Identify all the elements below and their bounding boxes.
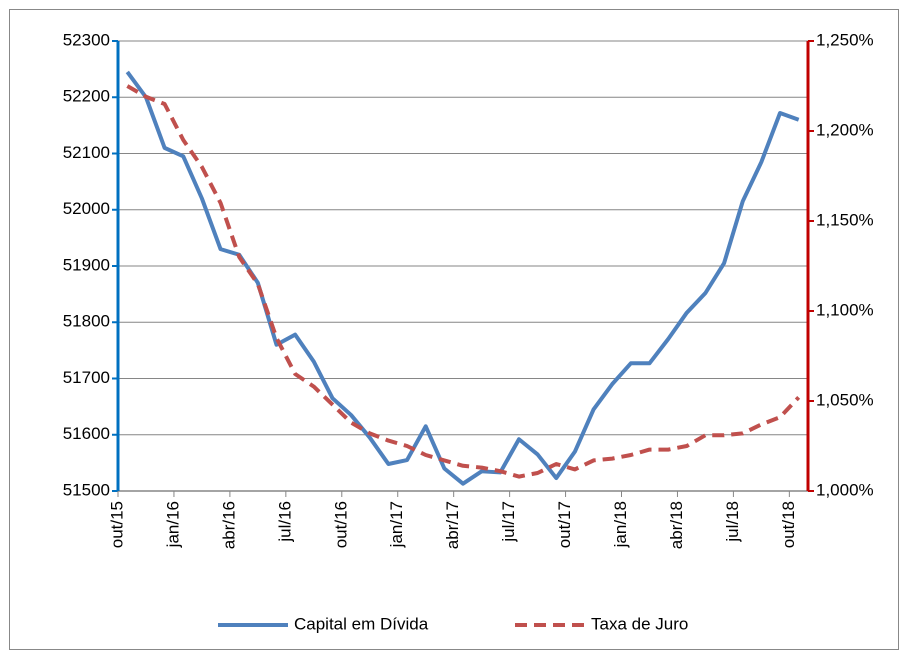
y-tick-label: 51800 bbox=[63, 312, 110, 331]
y2-tick-label: 1,200% bbox=[816, 120, 874, 139]
x-tick-label: abr/16 bbox=[219, 501, 238, 549]
x-tick-label: jul/18 bbox=[723, 501, 742, 543]
y-tick-label: 52100 bbox=[63, 143, 110, 162]
y2-tick-label: 1,100% bbox=[816, 300, 874, 319]
x-tick-label: jan/16 bbox=[163, 501, 182, 548]
y-tick-label: 51600 bbox=[63, 424, 110, 443]
legend-label: Capital em Dívida bbox=[294, 614, 429, 633]
x-tick-label: jan/18 bbox=[611, 501, 630, 548]
x-tick-label: jan/17 bbox=[387, 501, 406, 548]
y-tick-label: 52000 bbox=[63, 199, 110, 218]
y2-tick-label: 1,000% bbox=[816, 480, 874, 499]
x-tick-label: jul/17 bbox=[499, 501, 518, 543]
y-tick-label: 52200 bbox=[63, 87, 110, 106]
chart-border bbox=[9, 9, 899, 650]
x-tick-label: out/15 bbox=[107, 501, 126, 548]
y2-tick-label: 1,050% bbox=[816, 390, 874, 409]
y2-tick-label: 1,150% bbox=[816, 210, 874, 229]
x-tick-label: out/18 bbox=[779, 501, 798, 548]
x-tick-label: abr/17 bbox=[443, 501, 462, 549]
x-tick-label: out/16 bbox=[331, 501, 350, 548]
x-tick-label: out/17 bbox=[555, 501, 574, 548]
y-tick-label: 51500 bbox=[63, 480, 110, 499]
x-tick-label: abr/18 bbox=[667, 501, 686, 549]
series-line bbox=[126, 84, 801, 479]
y2-tick-label: 1,250% bbox=[816, 30, 874, 49]
y-tick-label: 51900 bbox=[63, 255, 110, 274]
x-tick-label: jul/16 bbox=[275, 501, 294, 543]
legend-label: Taxa de Juro bbox=[591, 614, 688, 633]
y-tick-label: 51700 bbox=[63, 368, 110, 387]
y-tick-label: 52300 bbox=[63, 30, 110, 49]
